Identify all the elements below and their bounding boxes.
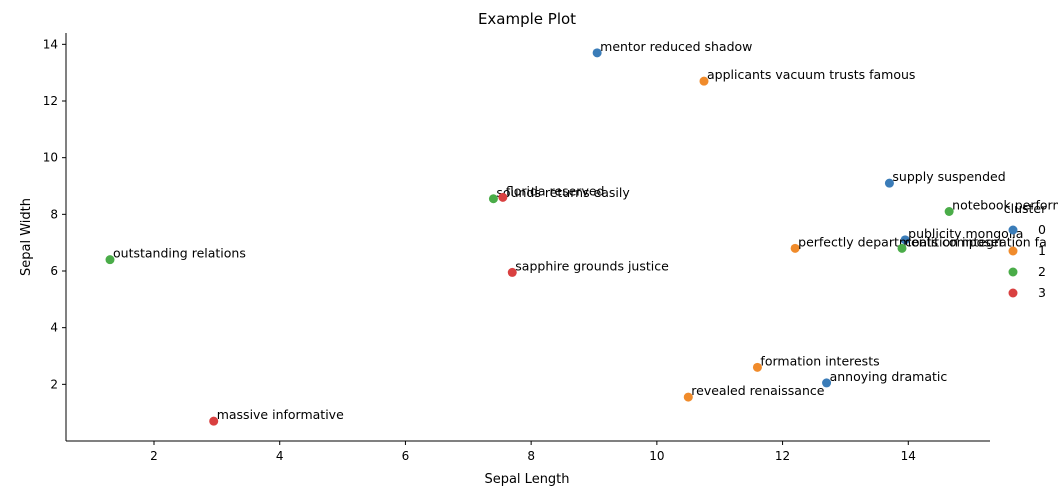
point-label: sounds returns easily bbox=[496, 185, 630, 200]
data-point bbox=[884, 178, 894, 188]
data-point bbox=[507, 267, 517, 277]
chart-title: Example Plot bbox=[478, 10, 576, 28]
data-point bbox=[592, 48, 602, 58]
x-tick-label: 4 bbox=[276, 449, 284, 463]
data-point bbox=[699, 76, 709, 86]
data-point bbox=[683, 392, 693, 402]
legend-label: 0 bbox=[1038, 222, 1046, 237]
legend-marker bbox=[1008, 225, 1018, 235]
x-tick-label: 6 bbox=[402, 449, 410, 463]
data-points: mentor reduced shadow applicants vacuum t… bbox=[105, 39, 1058, 426]
point-label: annoying dramatic bbox=[830, 369, 948, 384]
data-point bbox=[498, 192, 508, 202]
x-tick-label: 2 bbox=[150, 449, 158, 463]
legend: cluster 0 1 2 3 bbox=[1004, 201, 1047, 300]
y-tick-label: 12 bbox=[43, 94, 58, 108]
y-tick-label: 14 bbox=[43, 37, 58, 51]
point-label: revealed renaissance bbox=[691, 383, 824, 398]
data-point bbox=[105, 255, 115, 265]
point-label: florida reserved bbox=[506, 183, 605, 198]
legend-label: 3 bbox=[1038, 285, 1046, 300]
legend-label: 1 bbox=[1038, 243, 1046, 258]
y-axis-title: Sepal Width bbox=[19, 198, 34, 276]
y-tick-label: 10 bbox=[43, 151, 58, 165]
y-ticks: 2 4 6 8 10 12 14 bbox=[43, 37, 66, 391]
x-tick-label: 8 bbox=[527, 449, 535, 463]
legend-label: 2 bbox=[1038, 264, 1046, 279]
legend-marker bbox=[1008, 267, 1018, 277]
data-point bbox=[752, 362, 762, 372]
point-label: publicity mongolia bbox=[908, 226, 1023, 241]
point-label: applicants vacuum trusts famous bbox=[707, 67, 915, 82]
point-label: outstanding relations bbox=[113, 246, 246, 261]
legend-title: cluster bbox=[1004, 201, 1047, 216]
x-tick-label: 12 bbox=[775, 449, 790, 463]
y-tick-label: 4 bbox=[50, 321, 58, 335]
data-point bbox=[209, 416, 219, 426]
point-label: sapphire grounds justice bbox=[515, 258, 669, 273]
point-label: perfectly departments composer bbox=[798, 234, 1004, 249]
y-tick-label: 8 bbox=[50, 207, 58, 221]
x-ticks: 2 4 6 8 10 12 14 bbox=[150, 441, 916, 463]
data-point bbox=[822, 378, 832, 388]
y-tick-label: 2 bbox=[50, 377, 58, 391]
point-label: formation interests bbox=[760, 353, 879, 368]
legend-marker bbox=[1008, 246, 1018, 256]
point-label: notebook performer bbox=[952, 198, 1058, 213]
y-tick-label: 6 bbox=[50, 264, 58, 278]
x-axis-title: Sepal Length bbox=[484, 472, 569, 487]
data-point bbox=[944, 207, 954, 216]
data-point bbox=[488, 194, 498, 204]
data-point bbox=[790, 243, 800, 253]
point-label: coalition integration fa bbox=[905, 234, 1047, 249]
x-tick-label: 10 bbox=[649, 449, 664, 463]
point-label: mentor reduced shadow bbox=[600, 39, 752, 54]
data-point bbox=[900, 235, 910, 245]
legend-marker bbox=[1008, 288, 1018, 298]
point-label: supply suspended bbox=[892, 169, 1005, 184]
point-label: massive informative bbox=[217, 407, 344, 422]
data-point bbox=[897, 243, 907, 253]
x-tick-label: 14 bbox=[901, 449, 916, 463]
